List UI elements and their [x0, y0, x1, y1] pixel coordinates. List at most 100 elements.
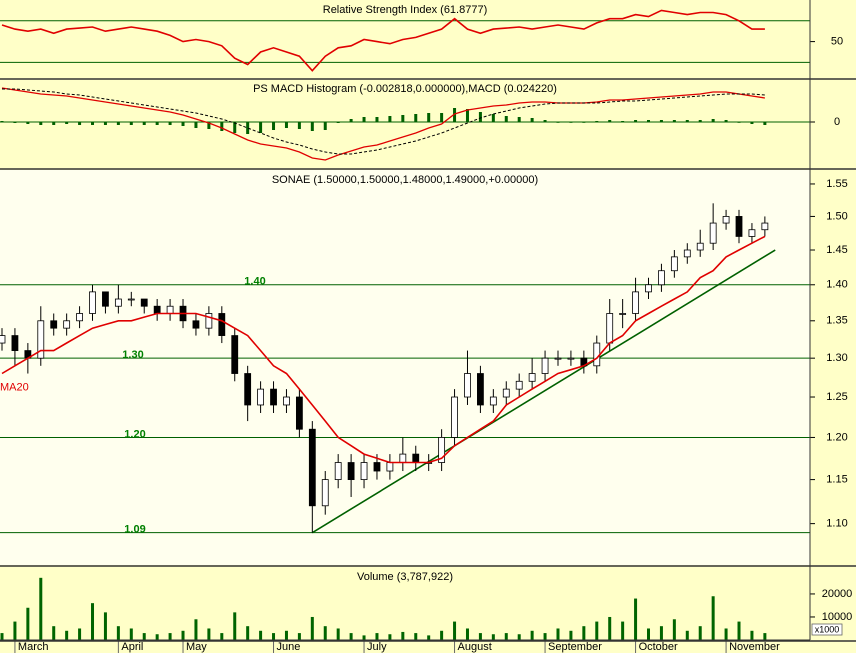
- panel-title: Relative Strength Index (61.8777): [323, 4, 488, 16]
- volume-bar: [246, 626, 250, 640]
- y-tick-label: 1.25: [826, 391, 847, 403]
- candle-body: [696, 242, 704, 251]
- volume-bar: [517, 634, 521, 640]
- volume-bar: [556, 628, 560, 640]
- histogram-bar: [634, 120, 638, 122]
- histogram-bar: [621, 121, 625, 122]
- volume-bar: [685, 630, 689, 640]
- volume-bar: [711, 596, 715, 640]
- candle-body: [658, 270, 665, 286]
- candle-body: [464, 373, 471, 398]
- histogram-bar: [375, 117, 379, 122]
- y-tick-label: 0: [834, 116, 840, 128]
- candle-body: [166, 305, 174, 314]
- histogram-bar: [284, 122, 288, 128]
- histogram-bar: [491, 114, 495, 122]
- volume-bar: [634, 598, 638, 640]
- y-tick-label: 10000: [822, 611, 853, 623]
- ma-line: [1, 235, 766, 464]
- panel-title: PS MACD Histogram (-0.002818,0.000000),M…: [253, 83, 557, 95]
- volume-bar: [608, 616, 612, 640]
- volume-bar: [142, 633, 146, 640]
- volume-bar: [388, 634, 392, 640]
- x-tick-label: September: [548, 641, 602, 653]
- histogram-bar: [530, 118, 534, 122]
- candle-body: [438, 437, 446, 463]
- volume-bar: [349, 633, 353, 640]
- y-tick-label: 1.20: [826, 431, 847, 443]
- histogram-bar: [478, 112, 482, 122]
- candle-body: [295, 396, 303, 430]
- candle-body: [321, 479, 329, 507]
- volume-bar: [440, 630, 444, 640]
- volume-bar: [414, 633, 418, 640]
- candle-body: [76, 313, 83, 322]
- level-label: 1.09: [124, 524, 145, 536]
- candle-body: [683, 249, 691, 258]
- x-tick-label: April: [121, 641, 143, 653]
- level-label: 1.40: [244, 276, 265, 288]
- candle-body: [192, 320, 200, 329]
- candle-body: [528, 373, 536, 382]
- volume-bar: [478, 633, 482, 640]
- candle-body: [153, 305, 161, 314]
- volume-bar: [259, 630, 263, 640]
- volume-bar: [78, 628, 82, 640]
- histogram-bar: [685, 120, 689, 122]
- candle-body: [451, 396, 458, 438]
- volume-bar: [207, 628, 211, 640]
- volume-bar: [504, 633, 508, 640]
- volume-bar: [427, 635, 431, 640]
- histogram-bar: [168, 122, 172, 125]
- volume-bar: [491, 634, 495, 640]
- volume-bar: [272, 633, 276, 640]
- volume-bar: [375, 633, 379, 640]
- candle-body: [334, 462, 342, 481]
- histogram-bar: [39, 122, 43, 125]
- histogram-bar: [569, 122, 573, 123]
- volume-bar: [621, 621, 625, 640]
- x-tick-label: July: [367, 641, 387, 653]
- candle-body: [735, 216, 743, 237]
- histogram-bar: [194, 122, 198, 128]
- histogram-bar: [91, 122, 95, 125]
- rsi-line: [1, 9, 765, 72]
- candle-body: [218, 313, 226, 336]
- volume-bar: [103, 612, 107, 640]
- candle-body: [63, 320, 71, 329]
- volume-bar: [181, 630, 185, 640]
- signal-line: [2, 88, 765, 155]
- histogram-bar: [453, 108, 457, 122]
- histogram-bar: [323, 122, 327, 130]
- histogram-bar: [103, 122, 107, 125]
- y-tick-label: 1.50: [826, 210, 847, 222]
- y-tick-label: 1.10: [826, 518, 847, 530]
- histogram-bar: [401, 115, 405, 122]
- candle-body: [761, 222, 769, 231]
- histogram-bar: [595, 121, 599, 122]
- candle-body: [231, 335, 239, 374]
- histogram-bar: [272, 122, 276, 130]
- volume-bar: [659, 626, 663, 640]
- volume-bar: [453, 621, 457, 640]
- candle-body: [0, 335, 6, 344]
- panel-background: [0, 80, 810, 168]
- candle-body: [102, 291, 109, 307]
- candle-body: [37, 320, 45, 359]
- volume-bar: [336, 628, 340, 640]
- histogram-bar: [465, 109, 469, 122]
- candle-body: [567, 357, 575, 360]
- volume-bar: [698, 626, 702, 640]
- volume-bar: [39, 577, 43, 640]
- candle-body: [360, 462, 368, 481]
- x-tick-label: August: [458, 641, 492, 653]
- histogram-bar: [440, 113, 444, 122]
- candle-body: [670, 256, 678, 272]
- volume-bar: [13, 621, 17, 640]
- y-tick-label: 1.45: [826, 244, 847, 256]
- volume-bar: [91, 603, 95, 640]
- volume-bar: [362, 635, 366, 640]
- volume-bar: [284, 630, 288, 640]
